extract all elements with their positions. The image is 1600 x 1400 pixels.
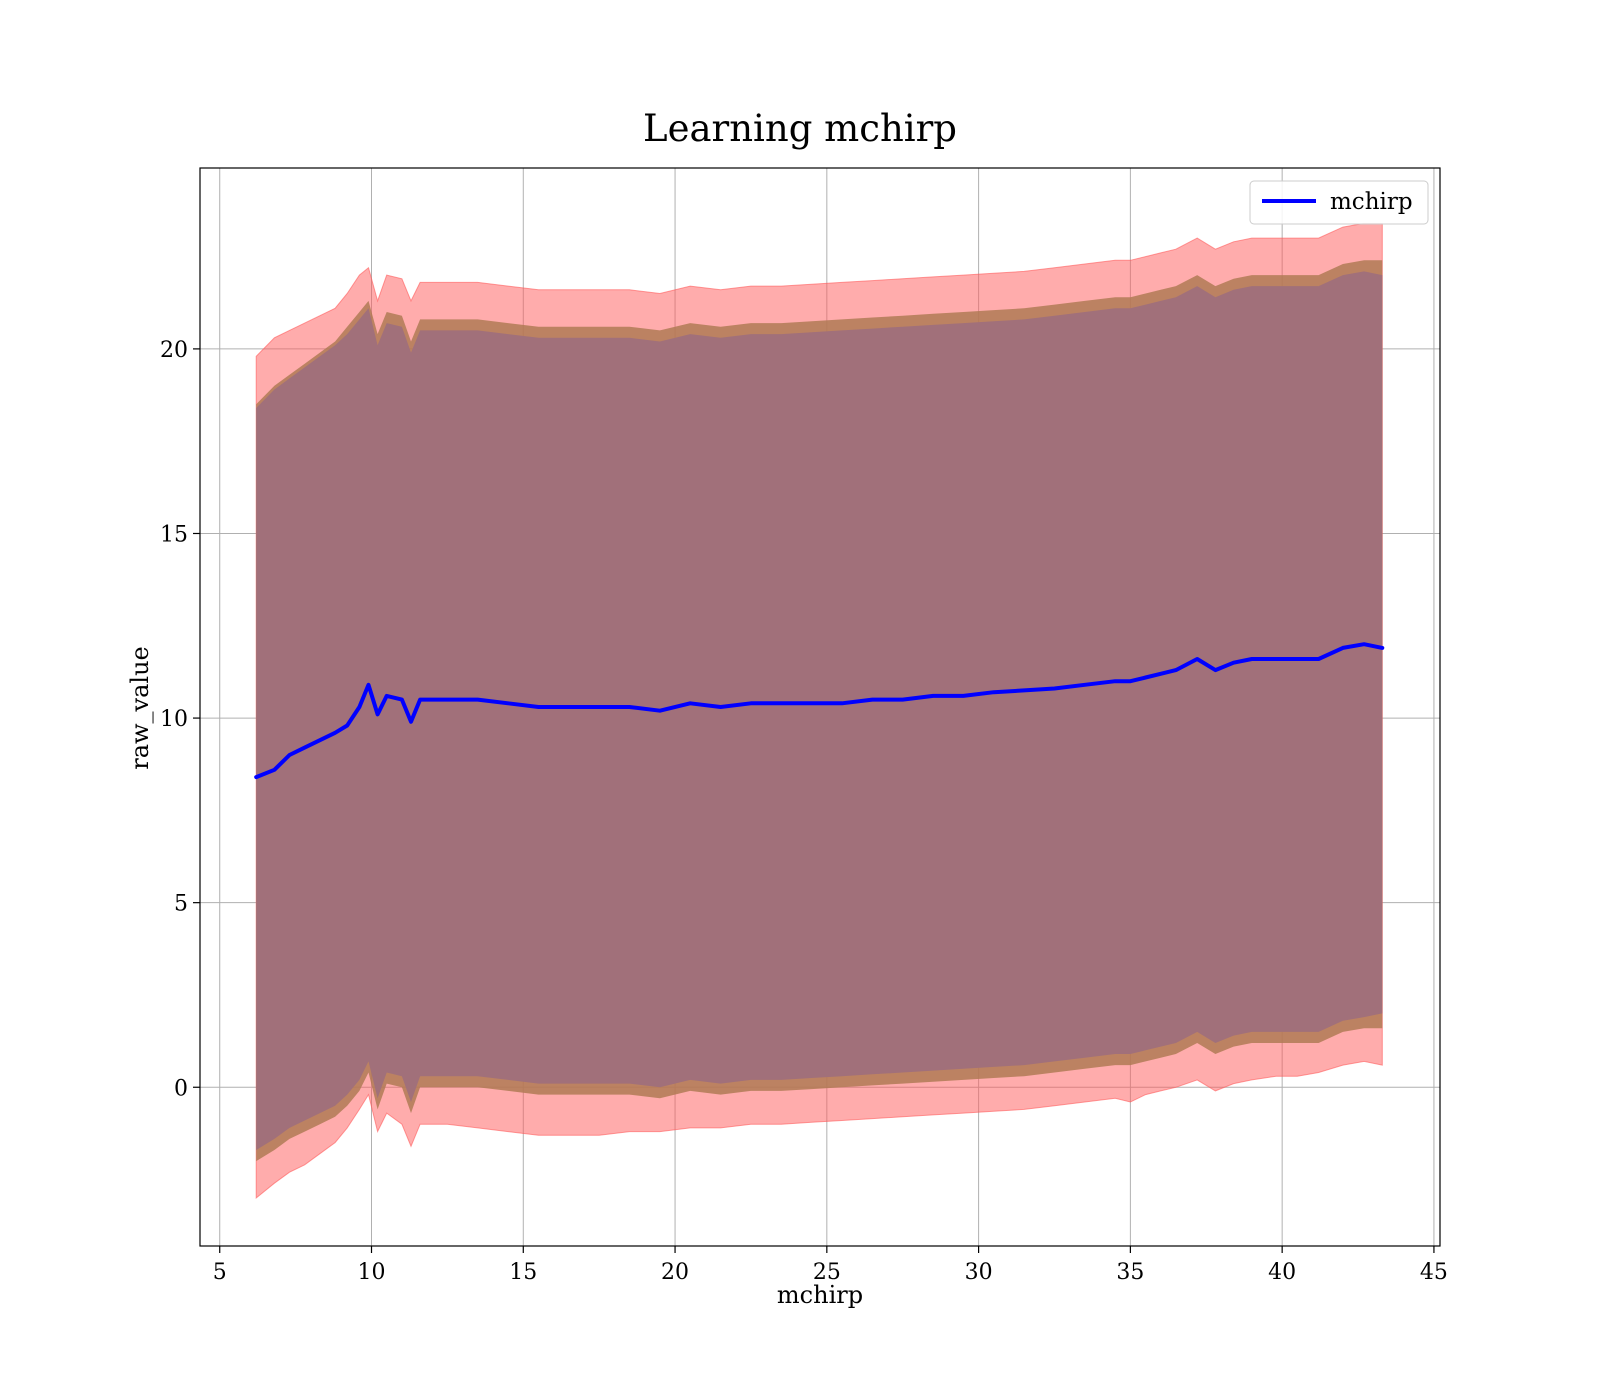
x-tick-label: 35 <box>1116 1260 1144 1285</box>
x-axis-label: mchirp <box>777 1281 863 1309</box>
x-axis-ticks: 5 10 15 20 25 30 35 40 45 <box>213 1246 1448 1285</box>
bands <box>255 222 1383 1200</box>
x-tick-label: 10 <box>358 1260 386 1285</box>
y-tick-label: 5 <box>174 892 188 917</box>
y-axis-label: raw_value <box>126 646 154 770</box>
series-line-mchirp <box>254 642 1385 780</box>
x-tick-label: 40 <box>1268 1260 1296 1285</box>
plot-frame <box>199 167 1441 1247</box>
x-tick-label: 20 <box>661 1260 689 1285</box>
legend: mchirp <box>1249 180 1429 225</box>
x-tick-label: 30 <box>965 1260 993 1285</box>
series-lines <box>254 642 1385 780</box>
x-tick-label: 45 <box>1420 1260 1448 1285</box>
legend-box <box>1249 180 1429 225</box>
y-tick-label: 20 <box>160 338 188 363</box>
x-tick-label: 15 <box>509 1260 537 1285</box>
y-tick-label: 15 <box>160 522 188 547</box>
x-tick-label: 25 <box>813 1260 841 1285</box>
legend-label-mchirp: mchirp <box>1330 189 1413 215</box>
y-tick-label: 10 <box>160 707 188 732</box>
y-tick-label: 0 <box>174 1076 188 1101</box>
chart-title: Learning mchirp <box>643 107 957 150</box>
x-tick-label: 5 <box>213 1260 227 1285</box>
y-axis-ticks: 0 5 10 15 20 <box>160 338 200 1101</box>
inner-band <box>256 271 1383 1150</box>
